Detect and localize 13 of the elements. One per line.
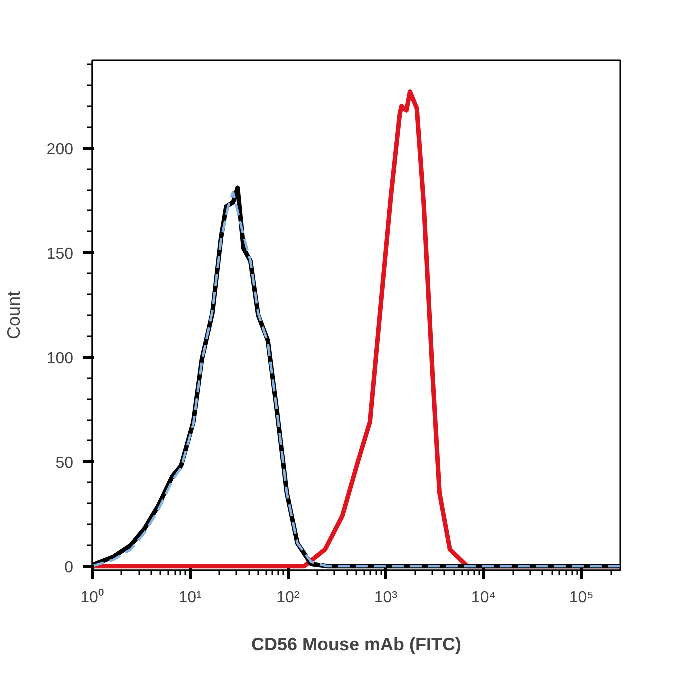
x-tick-label: 10⁵ [569,590,594,606]
x-tick-label: 10¹ [178,590,202,606]
x-tick-label: 10³ [374,590,398,606]
y-tick-label: 150 [46,246,74,263]
y-tick-label: 50 [56,454,74,472]
y-axis-title: Count [4,291,24,340]
x-tick-label: 10² [276,590,300,606]
y-tick-label: 0 [64,559,74,576]
x-tick-label: 10⁰ [80,588,104,606]
y-tick-label: 200 [46,141,74,158]
y-tick-label: 100 [46,350,74,368]
x-tick-label: 10⁴ [471,590,496,606]
x-axis-title: CD56 Mouse mAb (FITC) [251,634,462,654]
